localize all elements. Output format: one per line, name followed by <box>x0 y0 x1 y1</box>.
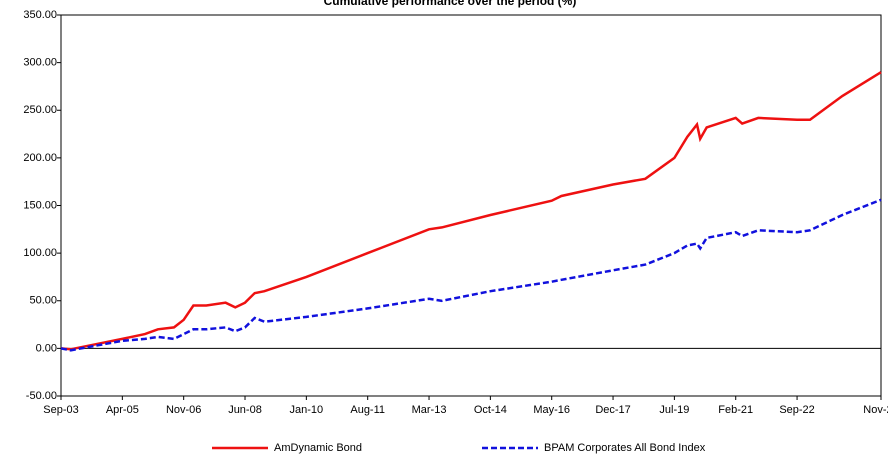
chart-title: Cumulative performance over the period (… <box>324 0 577 8</box>
x-tick-label: Oct-14 <box>474 404 507 416</box>
x-tick-label: Jul-19 <box>659 404 689 416</box>
legend-label: AmDynamic Bond <box>274 442 362 454</box>
legend-label: BPAM Corporates All Bond Index <box>544 442 706 454</box>
y-tick-label: 200.00 <box>23 152 57 164</box>
x-tick-label: May-16 <box>533 404 570 416</box>
x-tick-label: Sep-22 <box>779 404 814 416</box>
x-tick-label: Dec-17 <box>595 404 630 416</box>
series-line <box>60 198 882 352</box>
x-tick-label: Nov-06 <box>166 404 201 416</box>
x-tick-label: Feb-21 <box>718 404 753 416</box>
x-tick-label: Jan-10 <box>290 404 324 416</box>
x-tick-label: Apr-05 <box>106 404 139 416</box>
y-tick-label: 150.00 <box>23 199 57 211</box>
x-tick-label: Aug-11 <box>350 404 385 416</box>
y-tick-label: 50.00 <box>29 295 57 307</box>
series-line <box>60 71 882 351</box>
y-tick-label: 300.00 <box>23 57 57 69</box>
plot-border <box>60 14 882 397</box>
x-tick-label: Mar-13 <box>412 404 447 416</box>
x-tick-label: Nov-24 <box>863 404 888 416</box>
x-tick-label: Jun-08 <box>228 404 262 416</box>
y-tick-label: 350.00 <box>23 9 57 21</box>
y-tick-label: 100.00 <box>23 247 57 259</box>
x-tick-label: Sep-03 <box>43 404 78 416</box>
y-tick-label: 250.00 <box>23 104 57 116</box>
y-tick-label: -50.00 <box>26 390 57 402</box>
y-tick-label: 0.00 <box>36 342 57 354</box>
